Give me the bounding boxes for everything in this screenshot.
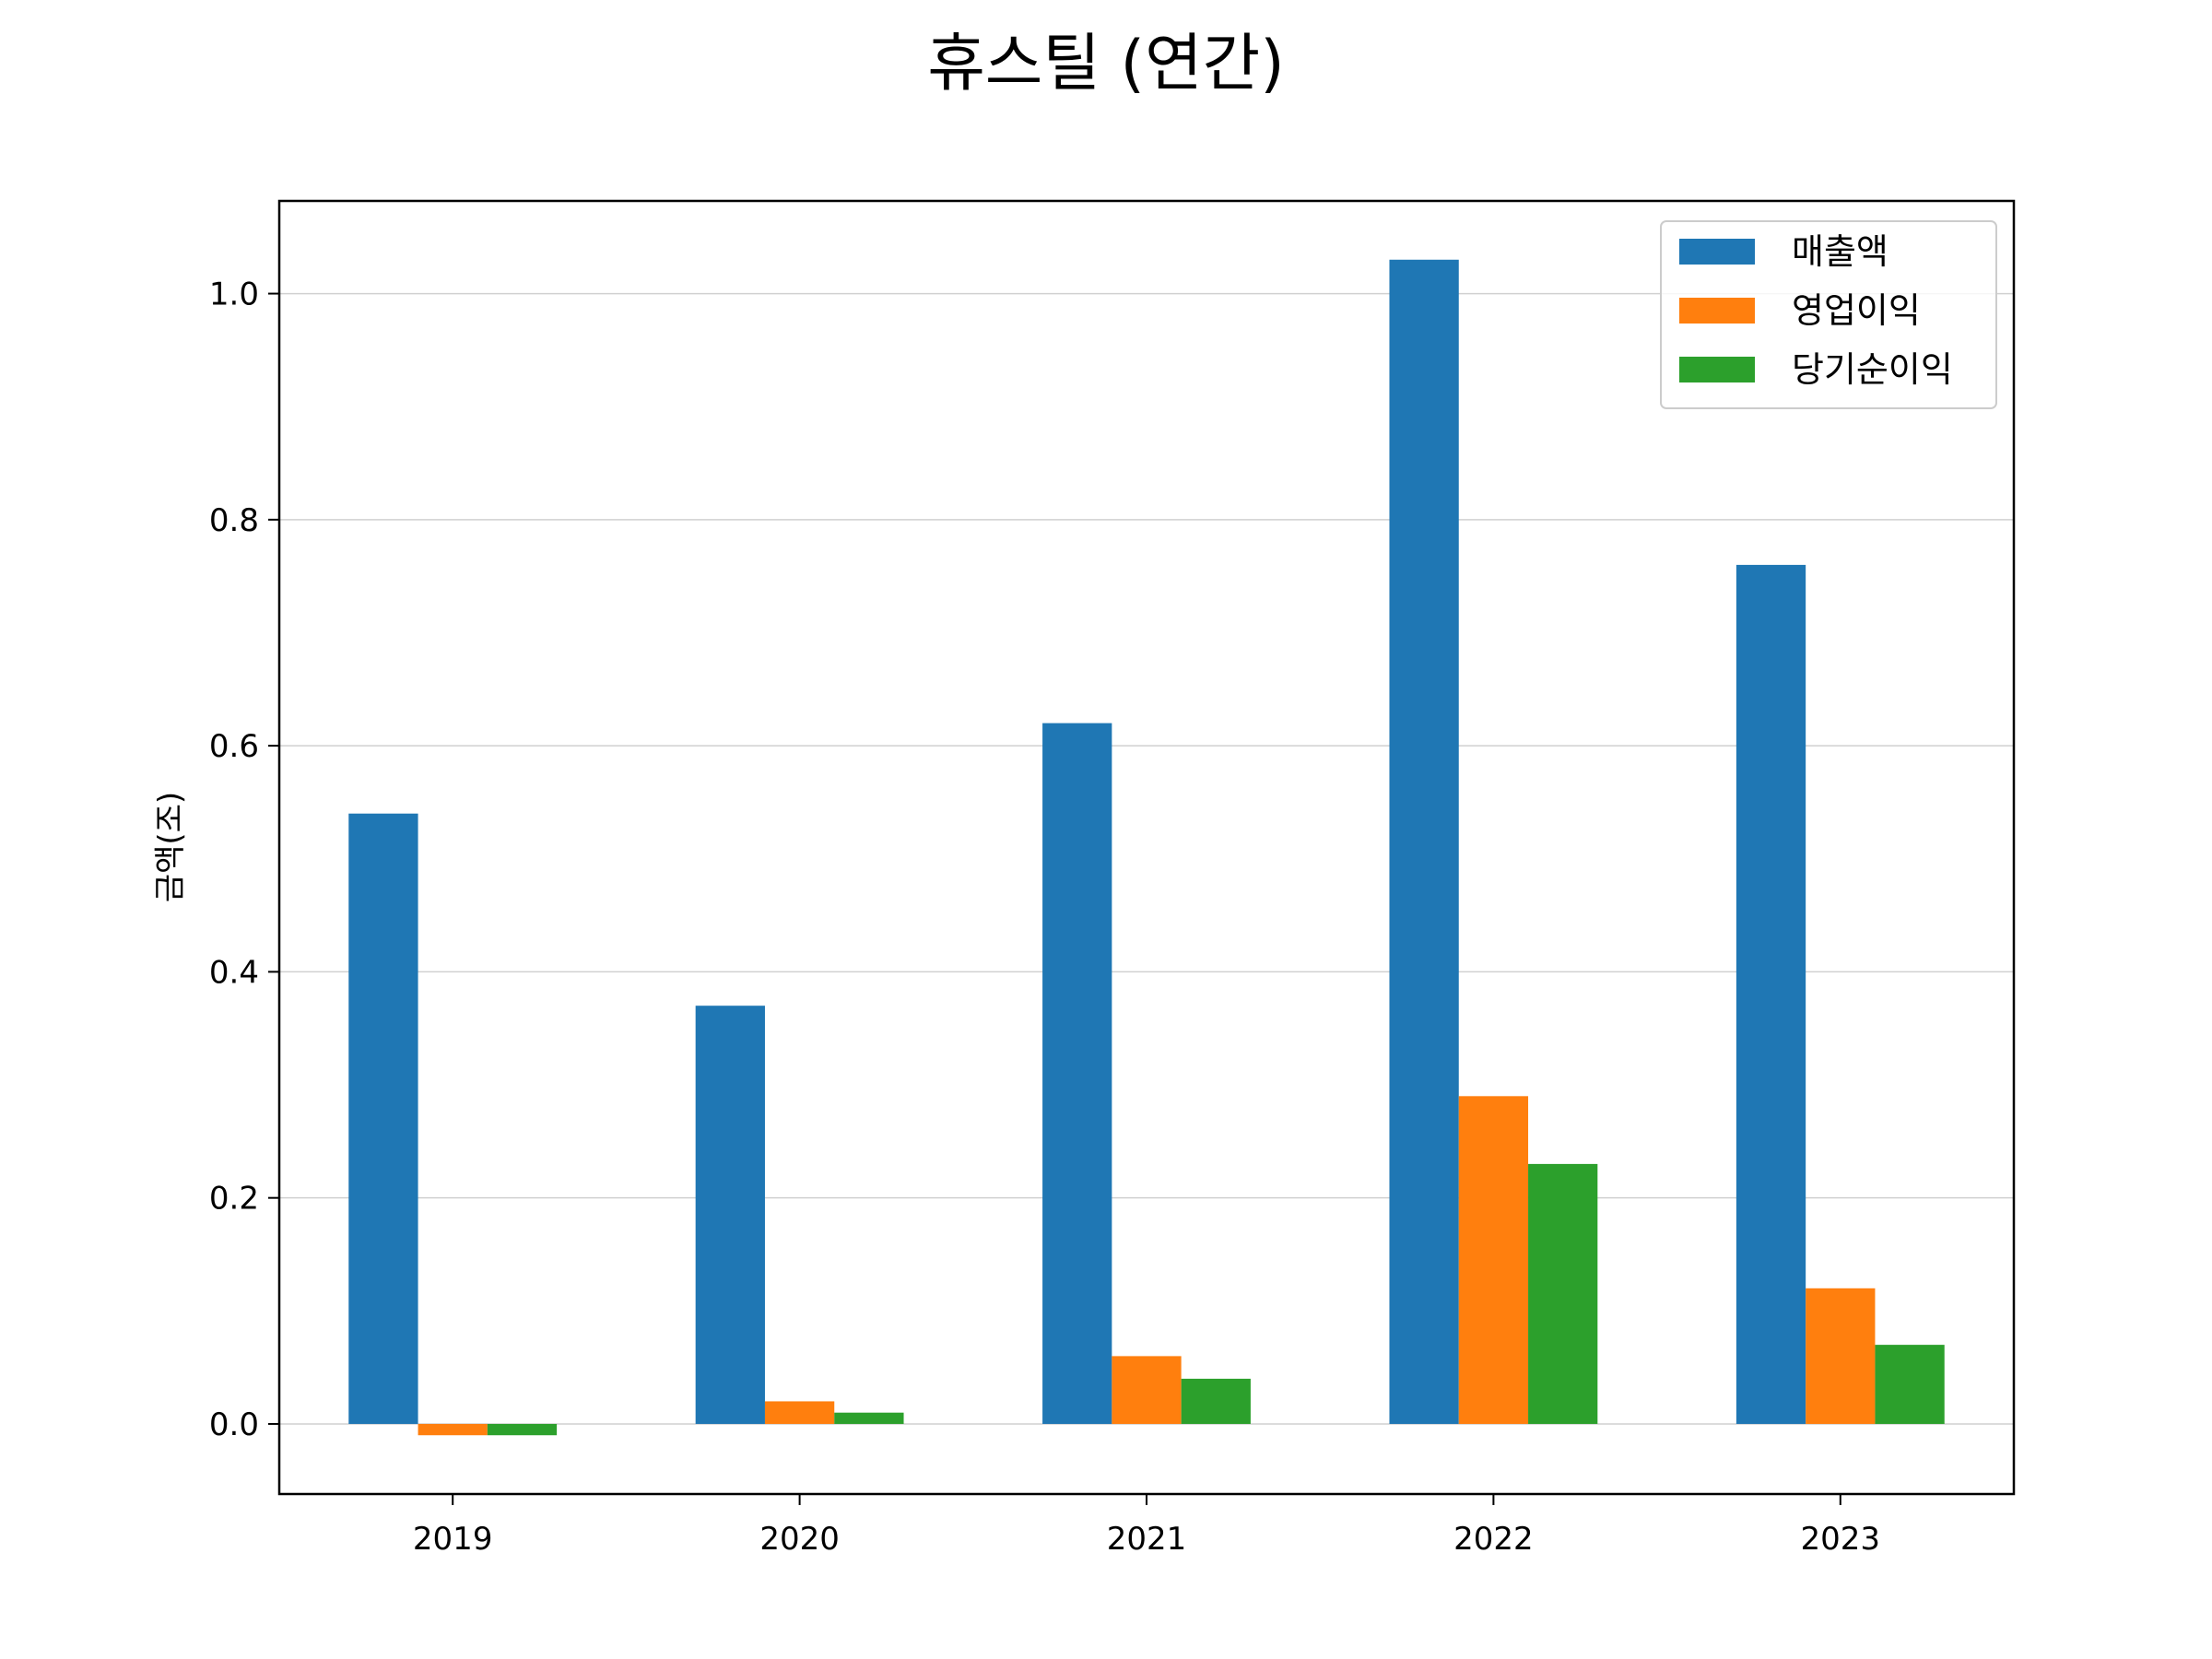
legend-label-2: 당기순이익 [1792,349,1953,390]
bar-2023-0 [1735,564,1806,1424]
bar-2020-0 [695,1006,765,1424]
legend-swatch-1 [1679,298,1755,324]
x-tick-label: 2020 [759,1521,840,1558]
x-tick-label: 2022 [1453,1521,1534,1558]
x-tick-label: 2019 [413,1521,493,1558]
bar-2021-2 [1181,1378,1251,1424]
y-axis-label: 금액(조) [152,792,189,902]
bar-2022-2 [1528,1163,1598,1424]
x-tick-label: 2021 [1107,1521,1187,1558]
bar-2019-1 [418,1423,488,1436]
bar-2019-0 [348,813,418,1424]
y-axis: 0.0 0.2 0.4 0.6 0.8 1.0 [209,276,279,1443]
y-tick-label: 0.2 [209,1181,259,1218]
bar-2022-1 [1458,1096,1529,1424]
legend-swatch-2 [1679,357,1755,382]
legend-label-1: 영업이익 [1792,290,1921,331]
bar-2023-2 [1875,1345,1945,1424]
y-tick-label: 0.8 [209,502,259,539]
legend-label-0: 매출액 [1792,231,1888,272]
y-tick-label: 0.4 [209,954,259,991]
x-axis: 2019 2020 2021 2022 2023 [413,1494,1880,1558]
bar-2022-0 [1389,259,1459,1424]
bar-2023-1 [1806,1288,1876,1424]
bar-2020-2 [834,1412,904,1424]
y-tick-label: 0.6 [209,728,259,765]
gridlines [279,292,2014,1425]
x-tick-label: 2023 [1801,1521,1881,1558]
bar-2021-0 [1042,723,1112,1424]
bars [348,259,1945,1436]
legend-swatch-0 [1679,239,1755,265]
bar-2019-2 [487,1423,558,1436]
chart-title: 휴스틸 (연간) [927,28,1284,100]
y-tick-label: 1.0 [209,276,259,313]
bar-2021-1 [1112,1356,1182,1424]
bar-2020-1 [764,1401,835,1424]
y-tick-label: 0.0 [209,1406,259,1443]
